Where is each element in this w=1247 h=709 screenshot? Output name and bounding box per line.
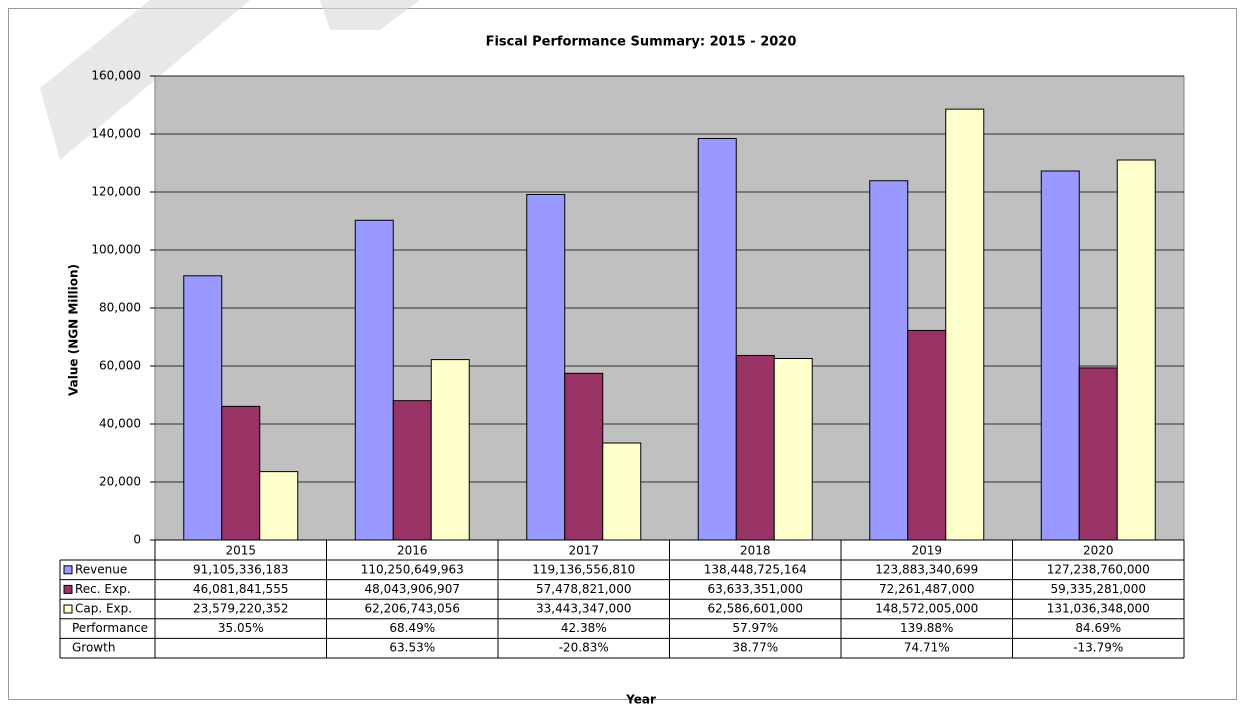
y-tick-label: 40,000 [99,417,141,431]
data-label: 131,036,348,000 [1047,602,1150,616]
bar [907,329,947,541]
legend-label: Revenue [75,562,127,576]
data-label: 59,335,281,000 [1051,582,1146,596]
data-label: 127,238,760,000 [1047,562,1150,576]
data-label: 148,572,005,000 [875,602,978,616]
data-label: 23,579,220,352 [193,602,288,616]
data-label: 138,448,725,164 [704,562,807,576]
data-label: 57,478,821,000 [536,582,631,596]
bar [1078,367,1118,541]
y-tick-label: 100,000 [91,243,141,257]
bar [869,180,909,541]
chart-title: Fiscal Performance Summary: 2015 - 2020 [486,35,797,50]
y-tick-label: 160,000 [91,69,141,83]
data-label: 63,633,351,000 [708,582,803,596]
y-tick-label: 120,000 [91,185,141,199]
legend-key [63,584,73,594]
bar [602,442,642,541]
bar [259,471,299,541]
watermark [40,0,420,160]
row-label: Growth [72,641,115,655]
data-label: 72,261,487,000 [879,582,974,596]
bar [221,405,261,541]
table-cell: -13.79% [1073,641,1123,655]
bar [1040,170,1080,541]
legend-key [63,565,73,575]
table-cell: 38.77% [732,641,778,655]
bar [697,137,737,541]
table-cell: 57.97% [732,621,778,635]
bar [735,354,775,541]
legend-label: Cap. Exp. [75,602,132,616]
data-label: 33,443,347,000 [536,602,631,616]
data-label: 123,883,340,699 [875,562,978,576]
x-tick-label: 2020 [1083,544,1114,558]
table-cell: 42.38% [561,621,607,635]
bar [430,359,470,541]
table-cell: 63.53% [389,641,435,655]
data-label: 91,105,336,183 [193,562,288,576]
bar [392,400,432,541]
bar [564,372,604,541]
legend-label: Rec. Exp. [75,582,131,596]
y-tick-label: 20,000 [99,475,141,489]
table-cell: 139.88% [900,621,953,635]
x-axis-label: Year [625,693,656,707]
row-label: Performance [72,621,148,635]
bar [354,219,394,541]
bar [1116,159,1156,541]
data-label: 48,043,906,907 [365,582,460,596]
data-label: 62,206,743,056 [365,602,460,616]
y-tick-label: 0 [133,533,141,547]
bar [773,357,813,541]
bar [526,194,566,541]
x-tick-label: 2019 [911,544,942,558]
data-label: 110,250,649,963 [361,562,464,576]
data-label: 46,081,841,555 [193,582,288,596]
legend-key [63,604,73,614]
x-tick-label: 2015 [225,544,256,558]
data-label: 119,136,556,810 [532,562,635,576]
table-cell: 84.69% [1075,621,1121,635]
table-cell: 74.71% [904,641,950,655]
bar [945,108,985,541]
x-tick-label: 2017 [568,544,599,558]
table-cell: 68.49% [389,621,435,635]
bar [183,275,223,541]
data-label: 62,586,601,000 [708,602,803,616]
x-tick-label: 2018 [740,544,771,558]
y-tick-label: 60,000 [99,359,141,373]
y-tick-label: 80,000 [99,301,141,315]
table-cell: 35.05% [218,621,264,635]
y-axis-label: Value (NGN Million) [67,264,81,396]
x-tick-label: 2016 [397,544,428,558]
y-tick-label: 140,000 [91,127,141,141]
table-cell: -20.83% [559,641,609,655]
